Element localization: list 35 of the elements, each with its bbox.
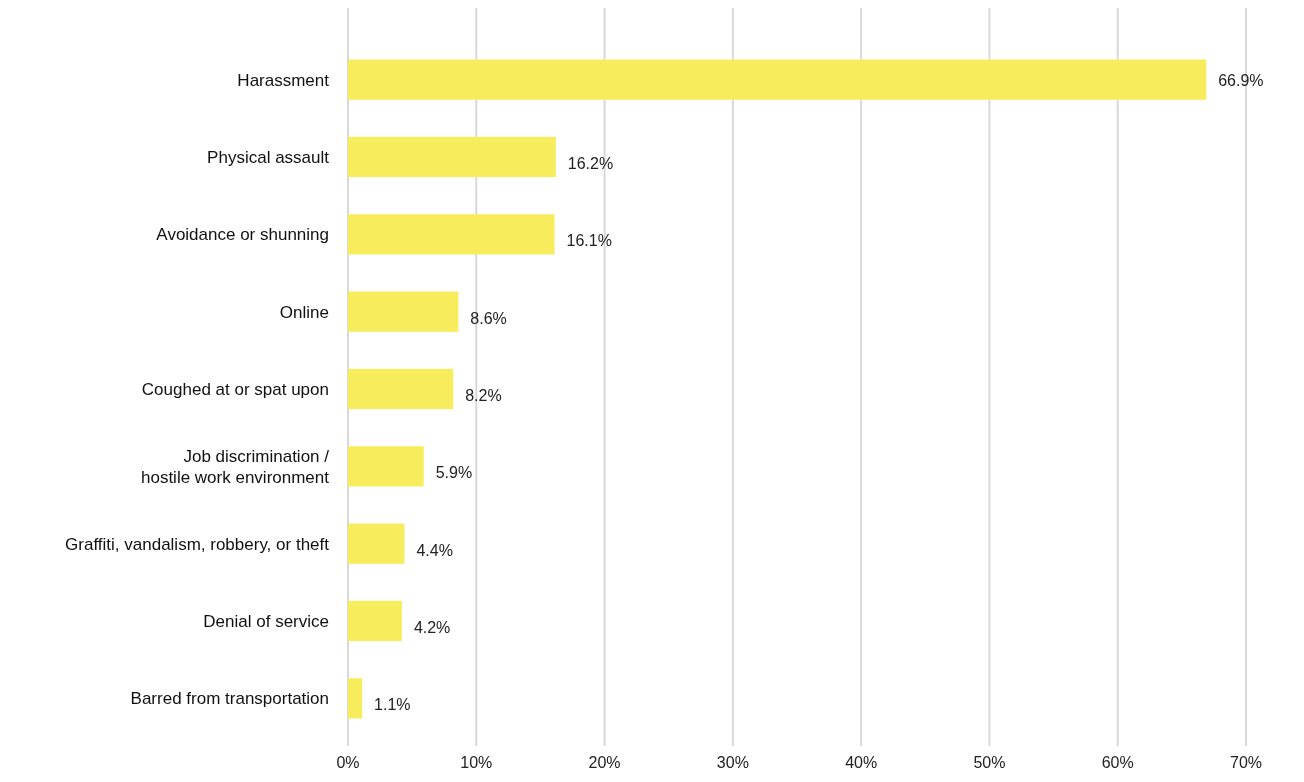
data-label: 4.4% <box>416 541 453 559</box>
data-label: 16.2% <box>567 155 614 172</box>
x-tick-label: 20% <box>588 754 621 771</box>
x-tick-label: 0% <box>336 754 360 771</box>
data-label: 1.1% <box>374 696 411 714</box>
y-tick-label: Denial of service <box>203 612 329 631</box>
bar <box>348 291 459 332</box>
bar <box>348 214 555 255</box>
y-tick-label: Graffiti, vandalism, robbery, or theft <box>65 534 330 554</box>
x-tick-label: 40% <box>845 754 878 771</box>
x-tick-label: 60% <box>1101 754 1134 771</box>
bar <box>348 678 363 719</box>
y-tick-label: Harassment <box>237 70 330 90</box>
bar <box>348 523 405 564</box>
x-tick-label: 70% <box>1229 754 1263 771</box>
y-tick-label: Job discrimination / hostile work environment <box>140 446 330 487</box>
bar <box>348 600 402 642</box>
data-label: 16.1% <box>566 232 612 250</box>
bar <box>348 59 1207 100</box>
y-tick-label: Barred from transportation <box>130 689 329 709</box>
y-tick-label: Avoidance or shunning <box>156 225 329 245</box>
bar <box>348 136 556 178</box>
data-label: 4.2% <box>413 619 451 636</box>
data-label: 66.9% <box>1218 71 1264 89</box>
data-label: 8.2% <box>465 387 502 404</box>
x-tick-label: 10% <box>460 754 493 771</box>
x-tick-label: 30% <box>716 754 749 771</box>
y-tick-label: Coughed at or spat upon <box>141 380 329 399</box>
y-tick-label: Online <box>279 302 329 322</box>
data-label: 8.6% <box>470 309 507 327</box>
x-tick-label: 50% <box>973 754 1006 771</box>
bar <box>348 446 424 487</box>
bar <box>348 368 454 410</box>
data-label: 5.9% <box>435 464 473 482</box>
y-tick-label: Physical assault <box>207 148 330 167</box>
